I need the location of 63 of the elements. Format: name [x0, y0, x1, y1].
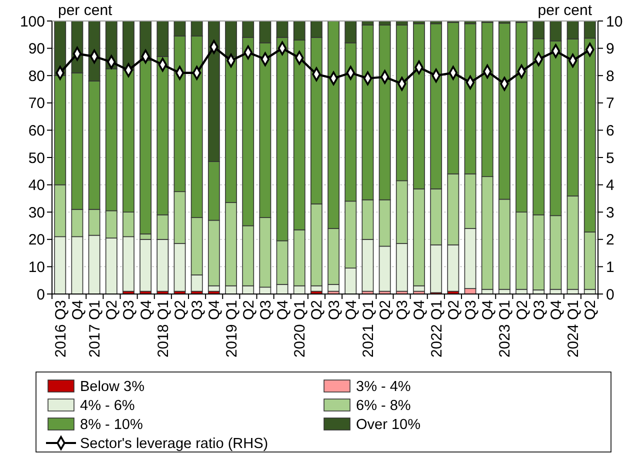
y-tick-label: 30	[28, 204, 45, 222]
legend-label: 4% - 6%	[80, 398, 135, 414]
y-tick-label: 60	[28, 122, 45, 140]
y2-tick-label: 5	[606, 150, 614, 167]
y2-axis-title: per cent	[538, 2, 593, 19]
y2-tick-label: 2	[606, 232, 614, 249]
y2-tick-label: 8	[606, 68, 614, 85]
x-tick-label: Q3	[326, 300, 343, 320]
x-tick-label: Q4	[342, 300, 360, 320]
y2-tick-label: 6	[606, 122, 614, 140]
y2-tick-label: 1	[606, 258, 614, 276]
y2-tick-label: 3	[606, 204, 614, 222]
y-tick-label: 20	[28, 232, 45, 249]
y2-tick-label: 4	[606, 177, 614, 194]
y2-tick-label: 9	[606, 40, 614, 58]
x-tick-label: Q3	[189, 300, 206, 320]
x-tick-label: Q2	[445, 300, 462, 320]
y-tick-label: 100	[20, 13, 45, 30]
x-tick-label: 2023 Q1	[496, 300, 514, 358]
x-tick-label: Q3	[257, 300, 274, 320]
legend-label: Sector's leverage ratio (RHS)	[80, 436, 268, 452]
y-tick-label: 90	[28, 40, 45, 58]
x-tick-label: 2021 Q1	[360, 300, 377, 358]
x-tick-label: Q2	[582, 300, 600, 320]
y-tick-label: 10	[28, 258, 45, 276]
y2-tick-label: 7	[606, 95, 614, 112]
y2-tick-label: 0	[606, 286, 614, 304]
x-tick-label: Q4	[548, 300, 565, 320]
legend-label: 3% - 4%	[356, 379, 411, 396]
x-tick-label: Q4	[69, 300, 86, 320]
x-tick-label: 2020 Q1	[292, 300, 309, 358]
x-tick-label: 2024 Q1	[565, 300, 582, 358]
legend-label: Below 3%	[80, 379, 145, 396]
y-tick-label: 70	[28, 95, 45, 112]
x-tick-label: Q4	[206, 300, 224, 320]
x-tick-label: 2018 Q1	[154, 300, 172, 358]
x-tick-label: Q2	[308, 300, 326, 320]
y-tick-label: 50	[28, 150, 45, 167]
y-tick-label: 0	[36, 286, 45, 304]
y2-tick-label: 10	[606, 13, 623, 30]
y-tick-label: 80	[28, 68, 45, 85]
x-tick-label: Q2	[514, 300, 531, 320]
legend-label: Over 10%	[356, 417, 421, 434]
x-tick-label: 2022 Q1	[428, 300, 446, 358]
x-tick-label: Q4	[274, 300, 292, 320]
x-tick-label: Q3	[462, 300, 480, 320]
y-axis-title: per cent	[58, 2, 114, 19]
x-tick-label: Q3	[394, 300, 412, 320]
x-tick-label: Q2	[172, 300, 189, 320]
x-tick-label: Q4	[480, 300, 497, 320]
x-tick-label: Q2	[240, 300, 258, 320]
x-tick-label: 2019 Q1	[223, 300, 240, 358]
x-tick-label: Q2	[104, 300, 121, 320]
x-tick-label: 2017 Q1	[86, 300, 104, 358]
legend-label: 6% - 8%	[356, 398, 411, 414]
x-tick-label: Q4	[411, 300, 428, 320]
x-tick-label: 2016 Q3	[52, 300, 70, 358]
x-tick-label: Q4	[138, 300, 155, 320]
x-tick-label: Q2	[377, 300, 394, 320]
x-tick-label: Q3	[120, 300, 138, 320]
legend-label: 8% - 10%	[80, 417, 143, 434]
x-tick-label: Q3	[530, 300, 548, 320]
y-tick-label: 40	[28, 177, 45, 194]
